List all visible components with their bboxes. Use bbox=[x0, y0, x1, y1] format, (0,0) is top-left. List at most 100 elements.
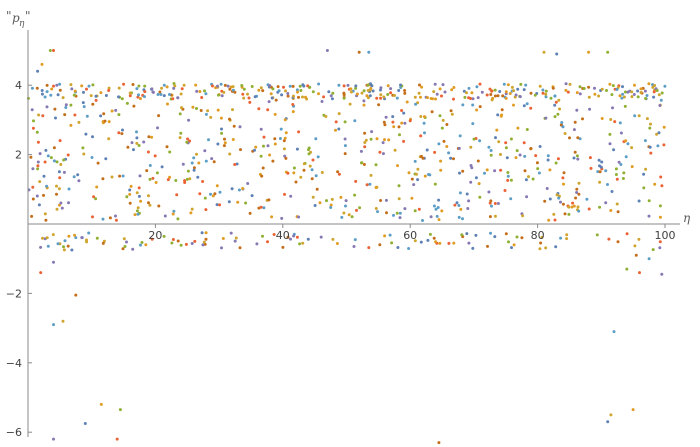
data-point bbox=[518, 95, 522, 99]
data-point bbox=[469, 180, 473, 184]
data-point bbox=[438, 87, 442, 91]
data-point bbox=[217, 93, 220, 97]
data-point bbox=[525, 195, 529, 199]
data-point bbox=[204, 208, 208, 212]
data-point bbox=[215, 203, 219, 207]
data-point bbox=[461, 103, 465, 107]
data-point bbox=[638, 271, 641, 275]
data-point bbox=[609, 209, 613, 212]
data-point bbox=[131, 247, 135, 251]
data-point bbox=[55, 83, 59, 87]
data-point bbox=[578, 92, 582, 96]
data-point bbox=[551, 86, 555, 90]
data-point bbox=[32, 119, 35, 123]
x-axis-label: η bbox=[683, 211, 691, 225]
data-point bbox=[611, 84, 615, 88]
data-point bbox=[509, 137, 513, 141]
data-point bbox=[343, 137, 347, 141]
data-point bbox=[63, 239, 67, 243]
data-point bbox=[625, 267, 629, 271]
data-point bbox=[67, 201, 70, 205]
data-point bbox=[239, 148, 242, 152]
data-point bbox=[472, 137, 476, 141]
data-point bbox=[658, 240, 662, 244]
data-point bbox=[232, 124, 236, 128]
data-point bbox=[382, 120, 386, 124]
data-point bbox=[354, 86, 358, 90]
data-point bbox=[186, 137, 190, 141]
data-point bbox=[383, 138, 386, 142]
data-point bbox=[397, 89, 401, 92]
data-point bbox=[228, 117, 231, 121]
data-point bbox=[637, 199, 641, 203]
data-point bbox=[211, 84, 214, 88]
data-point bbox=[291, 110, 295, 114]
data-point bbox=[337, 112, 341, 116]
data-point bbox=[518, 153, 522, 157]
data-point bbox=[104, 94, 108, 97]
data-point bbox=[561, 125, 565, 129]
data-point bbox=[541, 91, 545, 95]
data-point bbox=[655, 132, 659, 136]
data-point bbox=[281, 245, 285, 249]
data-point bbox=[173, 84, 177, 88]
data-point bbox=[607, 237, 611, 241]
data-point bbox=[397, 197, 401, 201]
data-point bbox=[92, 195, 96, 199]
data-point bbox=[211, 194, 215, 198]
data-point bbox=[126, 145, 130, 149]
data-point bbox=[85, 87, 88, 91]
data-point bbox=[360, 91, 364, 95]
data-point bbox=[38, 180, 42, 184]
data-point bbox=[317, 82, 321, 86]
data-point bbox=[305, 97, 309, 101]
data-point bbox=[115, 437, 119, 441]
data-point bbox=[512, 103, 515, 107]
data-point bbox=[490, 204, 493, 208]
data-point bbox=[403, 121, 407, 125]
data-point bbox=[435, 214, 439, 218]
data-point bbox=[535, 161, 539, 165]
data-point bbox=[575, 154, 579, 158]
data-point bbox=[142, 95, 146, 99]
data-point bbox=[562, 171, 566, 175]
data-point bbox=[261, 234, 264, 238]
data-point bbox=[128, 91, 132, 95]
data-point bbox=[561, 176, 565, 180]
data-point bbox=[51, 233, 55, 237]
data-point bbox=[91, 83, 95, 87]
data-point bbox=[288, 84, 292, 88]
data-point bbox=[367, 246, 371, 250]
data-point bbox=[181, 162, 185, 166]
data-point bbox=[653, 84, 657, 87]
data-point bbox=[102, 112, 106, 116]
data-point bbox=[388, 233, 392, 237]
data-point bbox=[499, 168, 503, 172]
data-point bbox=[55, 207, 59, 211]
data-point bbox=[292, 171, 296, 175]
data-point bbox=[613, 120, 617, 124]
data-point bbox=[467, 86, 471, 90]
data-point bbox=[74, 236, 78, 240]
data-point bbox=[450, 112, 454, 116]
data-point bbox=[267, 100, 271, 104]
data-point bbox=[156, 93, 160, 96]
data-point bbox=[45, 236, 49, 240]
data-point bbox=[204, 231, 208, 235]
data-point bbox=[241, 187, 245, 190]
y-tick-label: 4 bbox=[15, 79, 22, 92]
data-point bbox=[85, 114, 89, 118]
data-point bbox=[478, 195, 482, 199]
data-point bbox=[182, 83, 186, 87]
data-point bbox=[573, 150, 577, 154]
data-point bbox=[585, 197, 589, 201]
data-point bbox=[366, 83, 370, 87]
data-point bbox=[423, 174, 427, 178]
data-point bbox=[31, 167, 35, 171]
data-point bbox=[346, 83, 350, 87]
data-point bbox=[396, 246, 400, 249]
data-point bbox=[201, 180, 205, 183]
data-point bbox=[565, 233, 569, 237]
data-point bbox=[562, 182, 565, 186]
data-point bbox=[467, 199, 471, 203]
